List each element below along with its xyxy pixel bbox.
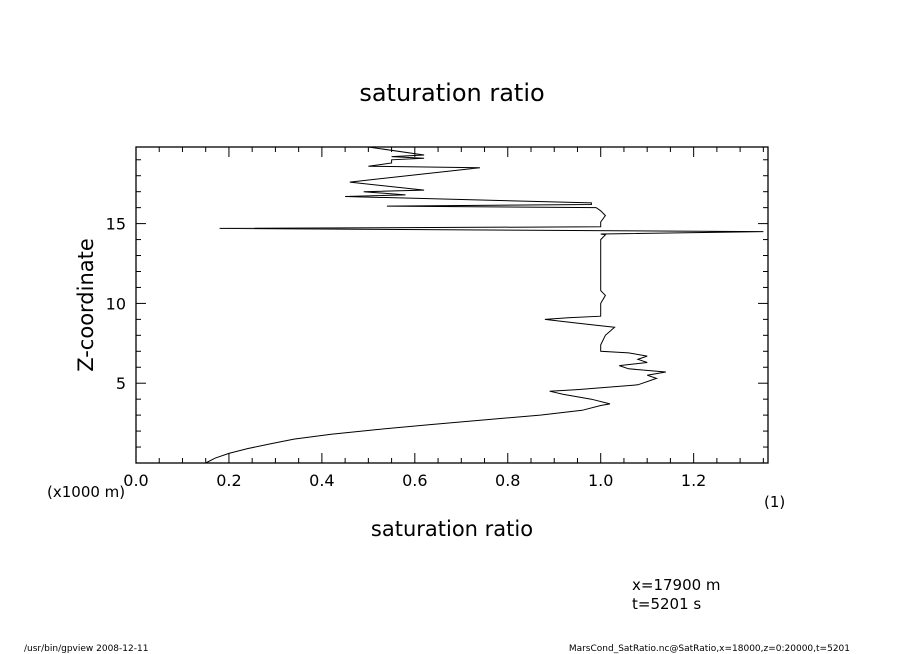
x-unit-label: (1) bbox=[764, 493, 785, 511]
axis-ticks bbox=[135, 147, 768, 463]
x-tick-label: 0.2 bbox=[216, 471, 241, 490]
plot-frame bbox=[135, 146, 769, 464]
time-annotation: t=5201 s bbox=[632, 595, 701, 613]
chart-title: saturation ratio bbox=[359, 79, 544, 107]
y-tick-label: 10 bbox=[106, 294, 126, 313]
y-tick-label: 15 bbox=[106, 215, 126, 234]
position-annotation: x=17900 m bbox=[632, 576, 721, 594]
x-tick-label: 0.4 bbox=[309, 471, 334, 490]
y-axis-label: Z-coordinate bbox=[74, 238, 98, 372]
x-tick-labels: 0.0 0.2 0.4 0.6 0.8 1.0 1.2 bbox=[123, 471, 706, 490]
y-tick-labels: 5 10 15 bbox=[106, 215, 126, 394]
x-tick-label: 0.8 bbox=[495, 471, 520, 490]
x-tick-label: 1.2 bbox=[681, 471, 706, 490]
x-tick-label: 0.0 bbox=[123, 471, 148, 490]
x-tick-label: 0.6 bbox=[402, 471, 427, 490]
x-axis-label: saturation ratio bbox=[371, 517, 533, 541]
footer-left: /usr/bin/gpview 2008-12-11 bbox=[24, 644, 148, 654]
x-tick-label: 1.0 bbox=[588, 471, 613, 490]
y-tick-label: 5 bbox=[116, 374, 126, 393]
footer-right: MarsCond_SatRatio.nc@SatRatio,x=18000,z=… bbox=[569, 644, 850, 654]
y-unit-label: (x1000 m) bbox=[47, 483, 125, 501]
series-line bbox=[205, 146, 764, 464]
